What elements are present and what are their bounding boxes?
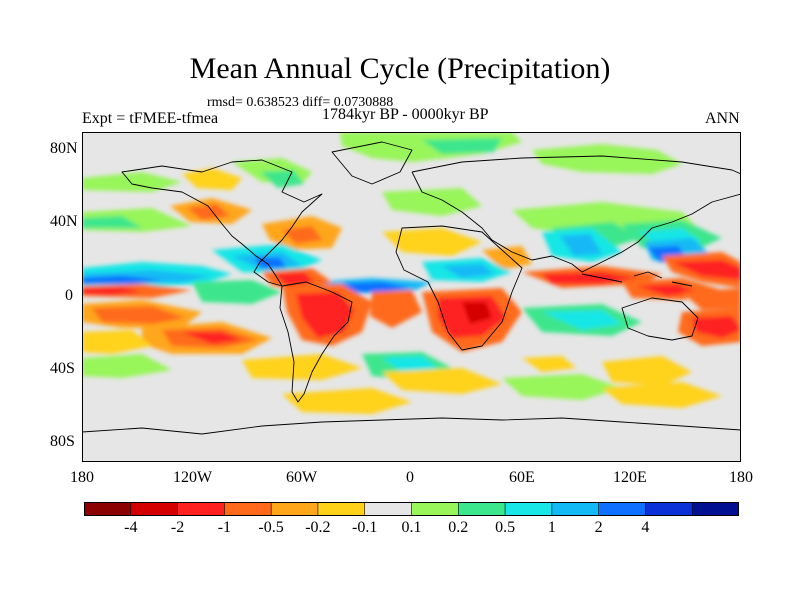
colorbar-frame <box>84 502 739 516</box>
colorbar-label: 4 <box>641 519 650 536</box>
experiment-label: Expt = tFMEE-tfmea <box>82 110 219 127</box>
lat-label-0: 0 <box>65 287 73 304</box>
coast-north-america <box>121 159 323 287</box>
colorbar-cell <box>457 502 506 516</box>
lon-label-120e: 120E <box>613 469 647 486</box>
chart-title: Mean Annual Cycle (Precipitation) <box>189 52 611 85</box>
lon-label-180e: 180 <box>729 469 753 486</box>
colorbar-cell <box>691 502 739 516</box>
colorbar-cell <box>645 502 693 516</box>
colorbar-label: 0.5 <box>495 519 516 536</box>
colorbar-cell <box>364 502 413 516</box>
colorbar-label: -4 <box>124 519 138 536</box>
coast-australia <box>621 297 699 341</box>
map-frame <box>82 132 741 462</box>
lon-label-0: 0 <box>406 469 414 486</box>
colorbar-label: -2 <box>170 519 185 536</box>
coast-europe-asia <box>411 155 741 273</box>
colorbar-cell <box>411 502 459 516</box>
period-text: 1784kyr BP - 0000kyr BP <box>322 106 489 123</box>
colorbar-label: 1 <box>547 519 556 536</box>
lat-label-80s: 80S <box>50 433 75 450</box>
colorbar-cell <box>598 502 647 516</box>
coastlines <box>82 141 741 435</box>
coast-south-america <box>279 281 353 403</box>
colorbar-label: -1 <box>217 519 232 536</box>
colorbar-cell <box>270 502 319 516</box>
colorbar-cell <box>224 502 272 516</box>
season-label: ANN <box>705 110 740 127</box>
colorbar-cell <box>504 502 553 516</box>
colorbar <box>84 502 739 516</box>
coast-indonesia <box>581 271 693 287</box>
coast-antarctica <box>82 417 741 435</box>
lon-label-60w: 60W <box>286 469 318 486</box>
colorbar-label: 0.1 <box>401 519 422 536</box>
coast-africa <box>395 225 523 351</box>
precipitation-map <box>82 132 741 462</box>
colorbar-label: -0.1 <box>352 519 378 536</box>
lat-label-80n: 80N <box>50 140 78 157</box>
stats-text: rmsd= 0.638523 diff= 0.0730888 <box>207 95 394 110</box>
colorbar-label: -0.2 <box>305 519 331 536</box>
lat-label-40n: 40N <box>50 213 78 230</box>
colorbar-cell <box>130 502 179 516</box>
colorbar-cell <box>84 502 132 516</box>
lon-label-120w: 120W <box>173 469 213 486</box>
colorbar-cell <box>177 502 225 516</box>
colorbar-label: 0.2 <box>448 519 469 536</box>
anomaly-fields <box>82 132 741 414</box>
lon-label-180w: 180 <box>70 469 94 486</box>
lon-label-60e: 60E <box>509 469 535 486</box>
coast-greenland <box>331 141 413 185</box>
colorbar-label: 2 <box>594 519 603 536</box>
colorbar-cell <box>317 502 366 516</box>
lat-label-40s: 40S <box>50 360 75 377</box>
colorbar-cell <box>551 502 600 516</box>
colorbar-label: -0.5 <box>258 519 284 536</box>
